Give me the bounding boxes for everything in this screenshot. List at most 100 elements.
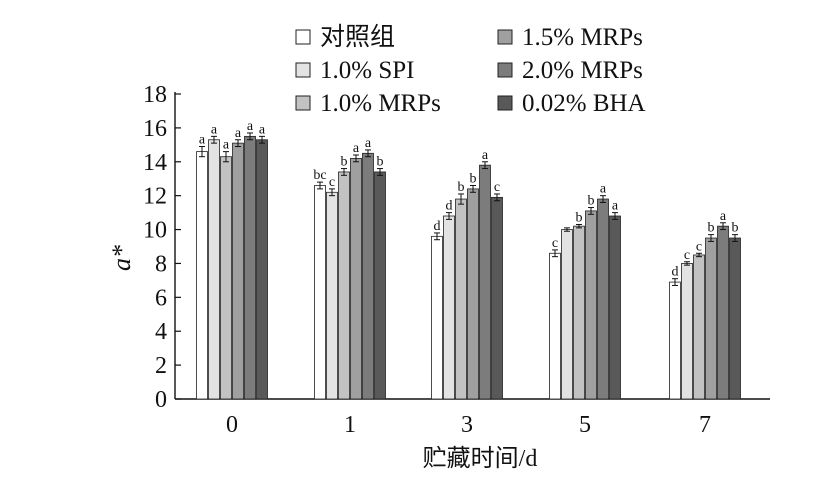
significance-label: c bbox=[696, 239, 702, 254]
bar bbox=[326, 191, 338, 400]
bar-group: bc cba ab bbox=[313, 136, 386, 400]
significance-label: c bbox=[329, 175, 335, 190]
axes: 0 2 4 6 8 10 12 14 16 18 0 1 3 5 7 bbox=[143, 82, 770, 438]
bar bbox=[220, 156, 232, 400]
legend-swatch bbox=[295, 95, 311, 111]
legend-label: 1.0% MRPs bbox=[320, 90, 441, 117]
significance-label: b bbox=[458, 180, 465, 195]
significance-label: a bbox=[235, 126, 242, 141]
bar bbox=[431, 235, 443, 400]
y-tick-label: 6 bbox=[155, 285, 167, 311]
bar bbox=[549, 252, 561, 400]
bar bbox=[208, 139, 220, 400]
bar bbox=[729, 237, 741, 400]
bar bbox=[717, 225, 729, 400]
significance-label: a bbox=[259, 122, 266, 137]
legend-label: 对照组 bbox=[320, 23, 395, 51]
y-tick-label: 10 bbox=[143, 218, 167, 244]
significance-label: d bbox=[434, 219, 441, 234]
bar bbox=[693, 254, 705, 400]
legend-swatch bbox=[497, 95, 513, 111]
legend-item: 0.02% BHA bbox=[497, 90, 646, 117]
significance-label: a bbox=[612, 199, 619, 214]
bar bbox=[314, 185, 326, 400]
bar bbox=[350, 157, 362, 400]
y-tick-label: 16 bbox=[143, 116, 167, 142]
y-tick-label: 0 bbox=[155, 387, 167, 413]
legend-label: 1.5% MRPs bbox=[522, 24, 643, 51]
x-tick-label: 7 bbox=[699, 412, 711, 438]
significance-label: d bbox=[672, 265, 679, 280]
legend-swatch bbox=[497, 29, 513, 45]
significance-label: a bbox=[247, 119, 254, 134]
legend-item: 2.0% MRPs bbox=[497, 57, 643, 84]
significance-label: a bbox=[199, 133, 206, 148]
bar bbox=[705, 237, 717, 400]
bar bbox=[244, 135, 256, 400]
legend-swatch bbox=[295, 29, 311, 45]
significance-label: a bbox=[482, 148, 489, 163]
y-tick-label: 18 bbox=[143, 82, 167, 108]
significance-label: c bbox=[552, 236, 558, 251]
bar bbox=[561, 229, 573, 400]
x-tick-label: 1 bbox=[344, 412, 356, 438]
y-tick-label: 4 bbox=[155, 319, 167, 345]
bar bbox=[609, 215, 621, 400]
significance-label: d bbox=[446, 199, 453, 214]
bar bbox=[681, 263, 693, 400]
x-axis-title: 贮藏时间/d bbox=[423, 445, 538, 472]
x-tick-label: 5 bbox=[579, 412, 591, 438]
bar bbox=[585, 210, 597, 400]
bar bbox=[232, 142, 244, 400]
legend-label: 2.0% MRPs bbox=[522, 57, 643, 84]
bar bbox=[669, 281, 681, 400]
significance-label: b bbox=[708, 221, 715, 236]
bar bbox=[479, 164, 491, 400]
significance-label: b bbox=[341, 155, 348, 170]
bar bbox=[338, 171, 350, 400]
significance-label: a bbox=[353, 141, 360, 156]
significance-label: b bbox=[732, 221, 739, 236]
x-tick-label: 3 bbox=[461, 412, 473, 438]
significance-label: a bbox=[223, 138, 230, 153]
y-tick-label: 8 bbox=[155, 251, 167, 277]
bar bbox=[467, 188, 479, 400]
significance-label: c bbox=[684, 248, 690, 263]
bar bbox=[491, 196, 503, 400]
significance-label: a bbox=[365, 136, 372, 151]
bar bbox=[374, 171, 386, 400]
legend-item: 1.0% MRPs bbox=[295, 90, 441, 117]
legend: 对照组 1.0% SPI 1.0% MRPs 1.5% MRPs 2.0% MRPs 0.… bbox=[295, 23, 646, 117]
legend-item: 1.0% SPI bbox=[295, 57, 414, 84]
legend-item: 对照组 bbox=[295, 23, 395, 51]
bar bbox=[455, 198, 467, 400]
y-tick-label: 14 bbox=[143, 150, 167, 176]
y-tick-label: 2 bbox=[155, 353, 167, 379]
legend-swatch bbox=[497, 62, 513, 78]
legend-label: 1.0% SPI bbox=[320, 57, 414, 84]
bar bbox=[573, 225, 585, 400]
bar bbox=[597, 198, 609, 400]
bar bbox=[196, 151, 208, 400]
legend-item: 1.5% MRPs bbox=[497, 24, 643, 51]
legend-label: 0.02% BHA bbox=[522, 90, 646, 117]
significance-label: b bbox=[588, 194, 595, 209]
y-tick-label: 12 bbox=[143, 184, 167, 210]
significance-label: a bbox=[720, 209, 727, 224]
significance-label: a bbox=[600, 182, 607, 197]
significance-label: c bbox=[494, 180, 500, 195]
significance-label: b bbox=[470, 172, 477, 187]
significance-label: bc bbox=[313, 168, 326, 183]
bar bbox=[256, 139, 268, 400]
significance-label: b bbox=[576, 210, 583, 225]
x-tick-label: 0 bbox=[226, 412, 238, 438]
bar bbox=[443, 215, 455, 400]
significance-label: a bbox=[211, 122, 218, 137]
y-axis-title: a* bbox=[107, 245, 136, 271]
